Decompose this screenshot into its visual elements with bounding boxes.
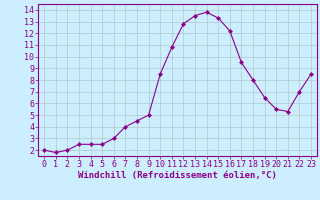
X-axis label: Windchill (Refroidissement éolien,°C): Windchill (Refroidissement éolien,°C) [78, 171, 277, 180]
